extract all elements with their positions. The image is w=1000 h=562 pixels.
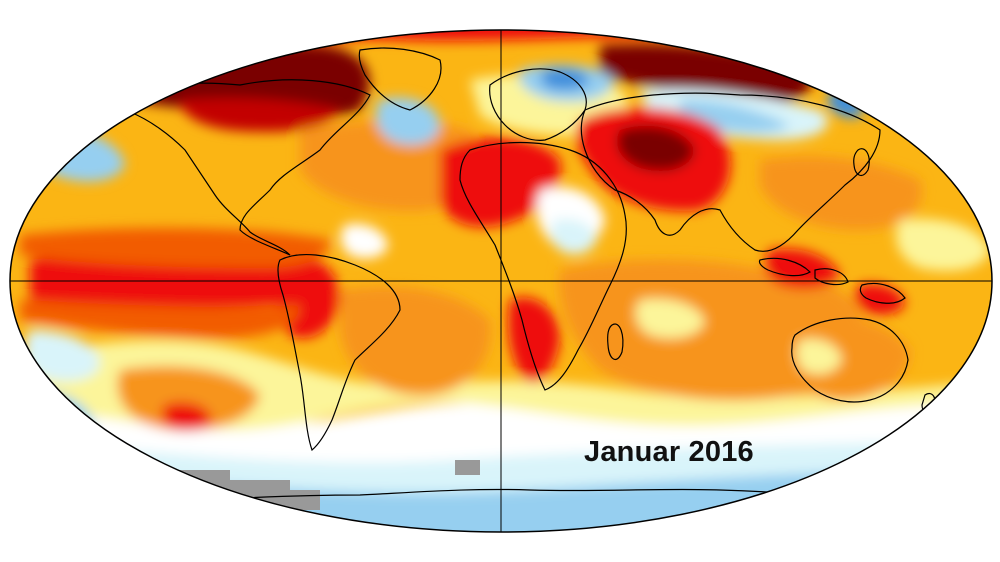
coast-new-guinea xyxy=(859,282,906,304)
australia-pale xyxy=(796,338,842,375)
south-pacific-orange xyxy=(117,366,260,431)
caribbean-neutral xyxy=(340,223,388,259)
graticule xyxy=(10,30,992,532)
east-pacific-pale-cyan xyxy=(25,330,100,382)
coast-europe xyxy=(489,68,587,141)
scandinavia-blue-core xyxy=(540,68,590,90)
middle-east-cyan xyxy=(550,218,597,255)
globe-outline xyxy=(9,29,993,533)
tropical-pacific-orange-south xyxy=(20,300,300,339)
coast-north-america xyxy=(109,79,371,256)
south-pacific-red-core xyxy=(161,402,212,431)
coast-japan xyxy=(853,148,870,177)
canada-dark-red xyxy=(180,98,340,132)
coast-south-america xyxy=(277,254,401,452)
east-asia-orange xyxy=(760,156,922,230)
east-pacific-pale-patch xyxy=(896,218,990,271)
new-guinea-red xyxy=(854,283,905,316)
north-atlantic-orange xyxy=(300,120,478,211)
atlantic-orange-south xyxy=(340,286,491,396)
map-date-label: Januar 2016 xyxy=(584,436,754,468)
coast-greenland xyxy=(358,47,442,111)
asia-darkest-core xyxy=(616,125,695,171)
indian-ocean-pale-patch xyxy=(635,298,705,339)
coast-antarctica xyxy=(119,488,881,506)
coast-africa xyxy=(459,141,627,391)
coast-asia xyxy=(580,92,881,252)
australia-orange xyxy=(785,316,910,400)
coast-australia xyxy=(791,317,909,403)
coastlines xyxy=(109,47,936,506)
no-data-patch-center xyxy=(455,460,480,475)
north-atlantic-cyan-patch xyxy=(375,97,440,145)
coast-madagascar xyxy=(607,323,624,361)
